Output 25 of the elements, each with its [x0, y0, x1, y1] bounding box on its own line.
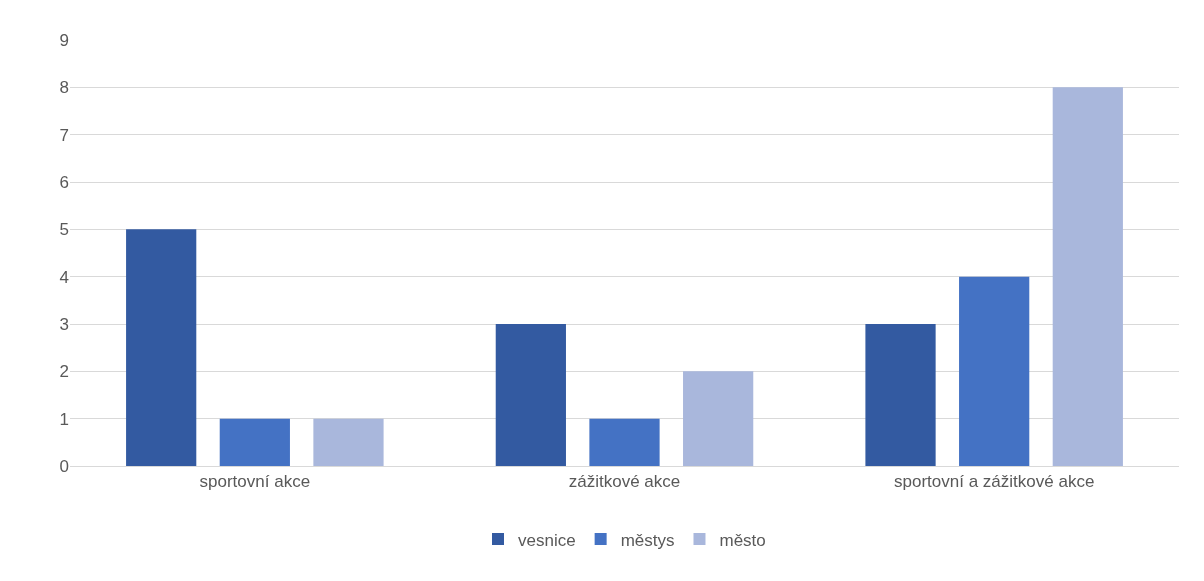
- y-tick-label: 9: [59, 30, 69, 50]
- y-tick-label: 0: [59, 456, 69, 476]
- y-tick-label: 7: [59, 125, 69, 145]
- bar: [219, 418, 290, 466]
- y-tick-label: 5: [59, 220, 69, 240]
- legend-label: vesnice: [518, 530, 576, 550]
- y-tick-label: 6: [59, 172, 69, 192]
- y-tick-label: 1: [59, 409, 69, 429]
- x-tick-label: sportovní a zážitkové akce: [894, 472, 1095, 492]
- bar: [865, 324, 936, 466]
- bar: [495, 324, 566, 466]
- bar: [683, 371, 754, 466]
- bar: [126, 229, 197, 466]
- y-tick-label: 4: [59, 267, 69, 287]
- y-tick-label: 8: [59, 78, 69, 98]
- legend-label: městys: [620, 530, 675, 550]
- bar: [959, 276, 1030, 466]
- x-tick-label: zážitkové akce: [568, 472, 681, 492]
- y-tick-label: 2: [59, 362, 69, 382]
- bar: [589, 418, 660, 466]
- bar: [313, 418, 384, 466]
- x-tick-label: sportovní akce: [199, 472, 311, 492]
- bar: [1052, 87, 1123, 466]
- y-tick-label: 3: [59, 314, 69, 334]
- legend-label: město: [719, 530, 766, 550]
